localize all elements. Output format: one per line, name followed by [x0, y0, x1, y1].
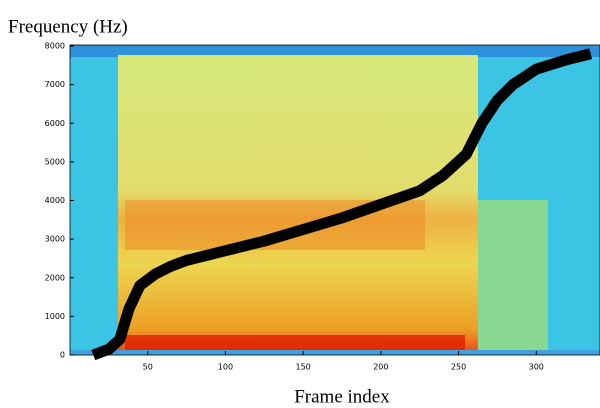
x-tick-label: 300 [529, 363, 544, 372]
y-tick-label: 1000 [45, 312, 65, 321]
y-tick-label: 6000 [45, 119, 65, 128]
x-tick-label: 50 [143, 363, 153, 372]
pitch-track [91, 48, 593, 361]
y-tick-label: 0 [60, 351, 65, 360]
spectrogram-background [70, 45, 600, 355]
y-axis-title: Frequency (Hz) [8, 16, 128, 37]
x-tick-label: 200 [373, 363, 388, 372]
y-tick-label: 2000 [45, 273, 65, 282]
y-tick-label: 8000 [45, 42, 65, 51]
y-tick-label: 7000 [45, 80, 65, 89]
y-tick-label: 4000 [45, 196, 65, 205]
x-tick-label: 150 [295, 363, 310, 372]
x-tick-label: 100 [218, 363, 233, 372]
y-tick-label: 3000 [45, 235, 65, 244]
y-tick-label: 5000 [45, 157, 65, 166]
x-axis-title: Frame index [294, 386, 390, 407]
x-tick-label: 250 [451, 363, 466, 372]
